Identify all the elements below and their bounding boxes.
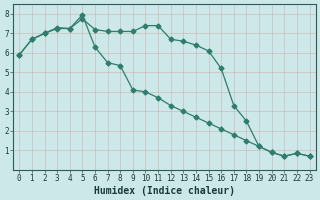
X-axis label: Humidex (Indice chaleur): Humidex (Indice chaleur)	[94, 186, 235, 196]
